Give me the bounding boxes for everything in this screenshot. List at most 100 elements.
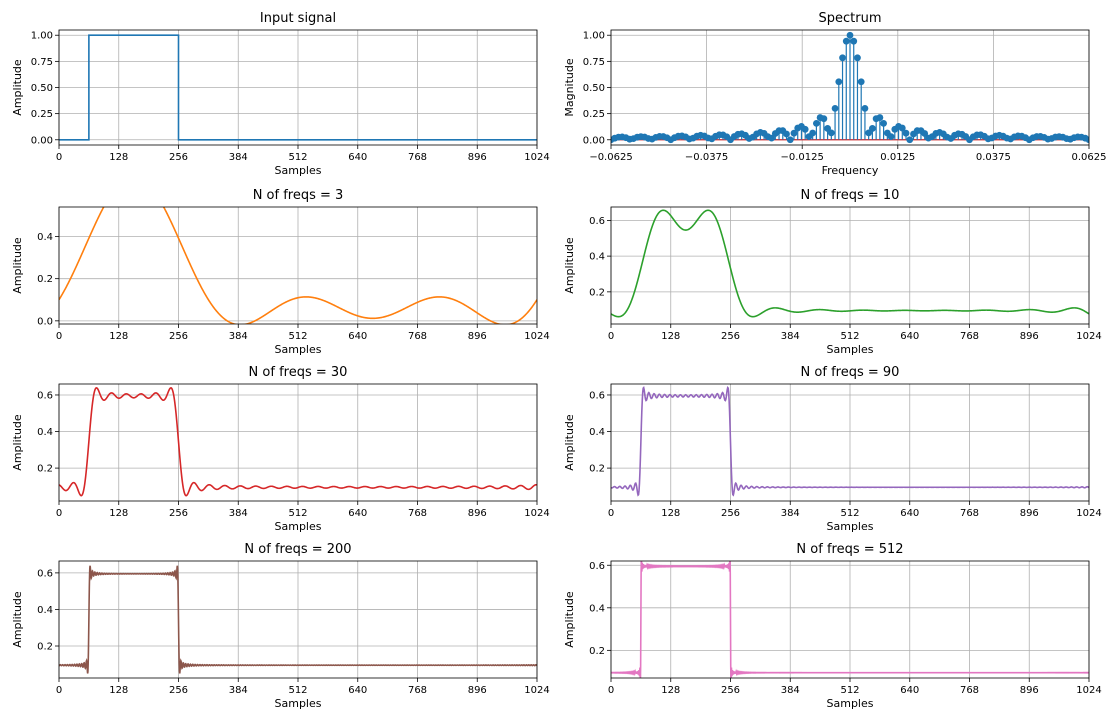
y-tick-label: 0.4 bbox=[37, 427, 53, 438]
x-tick-label: 128 bbox=[661, 685, 680, 696]
plot-area bbox=[59, 34, 537, 141]
x-tick-label: 896 bbox=[1020, 685, 1039, 696]
x-tick-label: 768 bbox=[408, 685, 427, 696]
y-tick-label: 0.4 bbox=[37, 605, 53, 616]
x-tick-label: 0 bbox=[56, 331, 62, 342]
x-tick-label: 256 bbox=[169, 685, 188, 696]
stem-marker bbox=[827, 129, 835, 137]
x-tick-label: 128 bbox=[109, 685, 128, 696]
series-line bbox=[611, 385, 1089, 497]
plot-area bbox=[611, 561, 1089, 678]
x-tick-label: 896 bbox=[1020, 508, 1039, 519]
x-tick-label: 768 bbox=[960, 685, 979, 696]
y-tick-label: 0.6 bbox=[37, 568, 53, 579]
y-tick-label: 0.4 bbox=[589, 427, 605, 438]
x-axis-label: Samples bbox=[275, 520, 322, 533]
x-tick-label: 1024 bbox=[1076, 685, 1101, 696]
x-tick-label: 1024 bbox=[524, 331, 549, 342]
y-tick-label: 0.4 bbox=[589, 252, 605, 263]
x-axis-label: Frequency bbox=[822, 164, 879, 177]
chart-n-freqs-200: 0 128 256 384 512 640 768 896 1024 0.2 0.4 0.6 N of … bbox=[11, 542, 550, 710]
y-tick-label: 0.2 bbox=[37, 274, 53, 285]
x-axis-label: Samples bbox=[275, 343, 322, 356]
y-tick-label: 0.00 bbox=[31, 135, 53, 146]
chart-input-signal: 0 128 256 384 512 640 768 896 1024 0.00 0.25 0.50 0.… bbox=[11, 11, 550, 177]
y-tick-label: 0.50 bbox=[583, 83, 605, 94]
x-tick-label: 0.0375 bbox=[976, 152, 1011, 163]
x-tick-label: 1024 bbox=[1076, 508, 1101, 519]
x-tick-label: 640 bbox=[348, 508, 367, 519]
x-tick-label: 128 bbox=[109, 331, 128, 342]
y-tick-label: 0.2 bbox=[589, 646, 605, 657]
chart-title: N of freqs = 200 bbox=[244, 542, 351, 557]
x-tick-label: 128 bbox=[661, 331, 680, 342]
x-tick-label: 1024 bbox=[1076, 331, 1101, 342]
x-tick-label: 384 bbox=[229, 331, 248, 342]
chart-title: N of freqs = 512 bbox=[796, 542, 903, 557]
stem-marker bbox=[880, 119, 888, 127]
x-tick-label: 256 bbox=[169, 331, 188, 342]
x-tick-label: 128 bbox=[109, 508, 128, 519]
x-tick-label: 512 bbox=[288, 152, 307, 163]
chart-title: N of freqs = 3 bbox=[253, 188, 344, 203]
x-tick-label: −0.0625 bbox=[589, 152, 632, 163]
x-tick-label: 0.0125 bbox=[880, 152, 915, 163]
stem-marker bbox=[835, 78, 843, 86]
x-tick-label: 384 bbox=[781, 331, 800, 342]
y-tick-label: 0.75 bbox=[31, 57, 53, 68]
stem-marker bbox=[820, 115, 828, 123]
chart-n-freqs-512: 0 128 256 384 512 640 768 896 1024 0.2 0.4 0.6 N of … bbox=[563, 542, 1102, 710]
x-tick-label: 1024 bbox=[524, 508, 549, 519]
x-tick-label: 256 bbox=[721, 685, 740, 696]
x-tick-label: 640 bbox=[348, 152, 367, 163]
x-tick-label: 896 bbox=[468, 331, 487, 342]
y-axis-label: Amplitude bbox=[11, 59, 24, 116]
stem-marker bbox=[854, 54, 861, 62]
y-tick-label: 1.00 bbox=[583, 31, 605, 42]
x-tick-label: 768 bbox=[960, 331, 979, 342]
stem-marker bbox=[921, 130, 929, 137]
y-tick-label: 0.00 bbox=[583, 135, 605, 146]
y-tick-label: 0.4 bbox=[37, 232, 53, 243]
plot-area bbox=[611, 385, 1089, 497]
x-axis-label: Samples bbox=[827, 520, 874, 533]
stem-marker bbox=[809, 129, 817, 137]
x-tick-label: 640 bbox=[900, 331, 919, 342]
y-tick-label: 0.2 bbox=[37, 642, 53, 653]
x-tick-label: 512 bbox=[288, 331, 307, 342]
x-tick-label: 128 bbox=[109, 152, 128, 163]
chart-title: Spectrum bbox=[819, 11, 882, 26]
y-tick-label: 0.2 bbox=[589, 464, 605, 475]
stem-marker bbox=[902, 129, 910, 137]
x-tick-label: 256 bbox=[169, 508, 188, 519]
plot-area bbox=[59, 565, 537, 674]
chart-title: N of freqs = 30 bbox=[249, 365, 348, 380]
y-axis-label: Amplitude bbox=[563, 414, 576, 471]
stem-marker bbox=[790, 129, 798, 137]
stem-marker bbox=[876, 114, 884, 121]
y-tick-label: 0.50 bbox=[31, 83, 53, 94]
stem-marker bbox=[850, 37, 858, 45]
y-tick-label: 0.25 bbox=[583, 109, 605, 120]
x-tick-label: −0.0375 bbox=[685, 152, 728, 163]
x-tick-label: 512 bbox=[288, 508, 307, 519]
x-tick-label: 512 bbox=[840, 685, 859, 696]
chart-n-freqs-30: 0 128 256 384 512 640 768 896 1024 0.2 0.4 0.6 N of … bbox=[11, 365, 550, 533]
y-axis-label: Amplitude bbox=[563, 237, 576, 294]
x-tick-label: 0 bbox=[608, 508, 614, 519]
y-axis-label: Amplitude bbox=[11, 414, 24, 471]
plot-area bbox=[611, 209, 1089, 318]
x-tick-label: 384 bbox=[781, 685, 800, 696]
x-tick-label: 256 bbox=[169, 152, 188, 163]
x-axis-label: Samples bbox=[827, 343, 874, 356]
plot-area bbox=[59, 207, 537, 324]
stem-marker bbox=[1085, 136, 1089, 144]
y-axis-label: Amplitude bbox=[11, 237, 24, 294]
stem-marker bbox=[831, 104, 839, 112]
x-tick-label: 1024 bbox=[524, 685, 549, 696]
y-axis-label: Amplitude bbox=[11, 591, 24, 648]
plot-area bbox=[611, 31, 1089, 144]
stem-marker bbox=[812, 119, 820, 127]
x-tick-label: 256 bbox=[721, 508, 740, 519]
